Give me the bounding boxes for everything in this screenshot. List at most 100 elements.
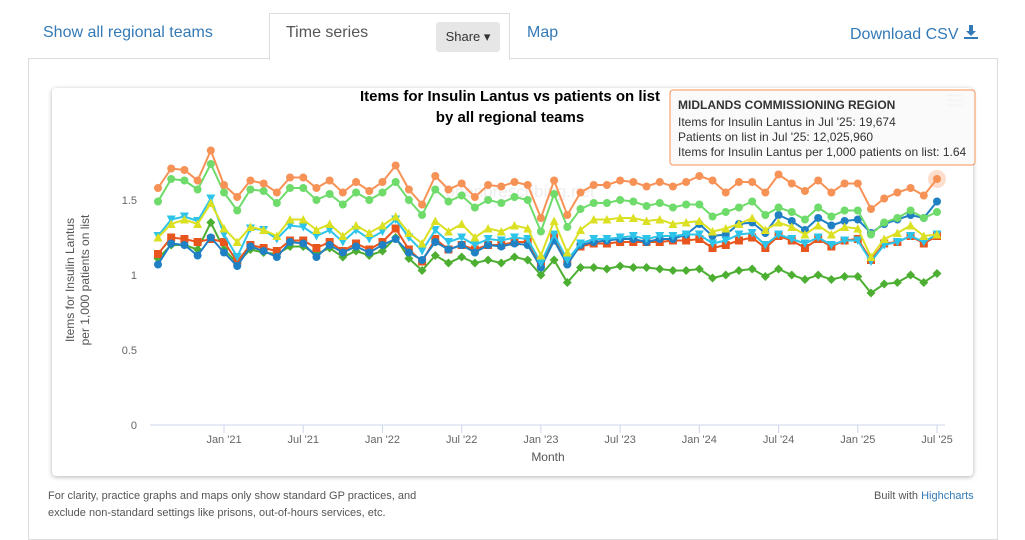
point (352, 178, 361, 186)
point (681, 218, 691, 227)
x-tick-label: Jan '25 (840, 434, 875, 446)
point (721, 270, 731, 280)
point (443, 227, 453, 236)
point (668, 232, 678, 241)
point (893, 188, 902, 197)
chart-title: Items for Insulin Lantus vs patients on … (360, 88, 660, 105)
point (417, 239, 427, 248)
point (668, 182, 677, 191)
tab[interactable]: Time series (286, 24, 369, 41)
point (813, 233, 823, 242)
point (470, 258, 480, 268)
point (774, 211, 783, 219)
point (166, 219, 176, 228)
point (536, 214, 545, 222)
point (787, 217, 796, 225)
point (734, 219, 744, 228)
point (180, 166, 189, 174)
point (602, 199, 611, 207)
series (154, 146, 941, 222)
y-tick-label: 1 (131, 270, 137, 282)
point (616, 176, 625, 185)
share-button[interactable]: Share ▾ (436, 22, 500, 52)
point (154, 184, 162, 192)
point (259, 225, 269, 234)
series (153, 194, 942, 268)
y-axis-label: Items for Insulin Lantus (63, 218, 77, 342)
point (180, 176, 189, 185)
point (708, 273, 718, 283)
point (523, 224, 533, 233)
point (365, 187, 374, 195)
point (364, 228, 374, 237)
download-label: Download CSV (850, 26, 959, 43)
point (562, 248, 572, 257)
point (866, 288, 876, 298)
point (906, 221, 916, 230)
point (404, 248, 413, 257)
point (418, 256, 427, 264)
credit: Built with Highcharts (874, 490, 974, 502)
point (193, 238, 202, 246)
point (906, 206, 915, 215)
point (206, 218, 216, 227)
point (377, 246, 387, 256)
point (840, 179, 849, 188)
tooltip: MIDLANDS COMMISSIONING REGION Items for I… (669, 89, 976, 166)
point (880, 218, 889, 227)
point (774, 264, 784, 274)
point (814, 214, 823, 222)
y-tick-label: 0 (131, 420, 137, 432)
point (509, 233, 519, 242)
point (391, 212, 401, 221)
download-link[interactable]: Download CSV (850, 24, 979, 44)
point (866, 252, 876, 261)
point (721, 236, 731, 245)
point (787, 235, 797, 244)
point (457, 252, 467, 262)
point (880, 194, 889, 203)
point (510, 178, 519, 186)
point (694, 216, 704, 225)
point (760, 272, 770, 281)
point (642, 202, 651, 210)
point (220, 188, 229, 197)
point (694, 230, 704, 239)
point (879, 234, 889, 243)
point (892, 278, 902, 287)
credit-link[interactable]: Highcharts (921, 490, 974, 502)
credit-text: Built with (874, 490, 919, 502)
point (681, 266, 691, 275)
point (734, 236, 743, 245)
point (668, 203, 677, 212)
point (325, 226, 335, 235)
point (338, 248, 347, 257)
point (589, 263, 599, 272)
tab[interactable]: Show all regional teams (43, 24, 213, 41)
point (193, 219, 203, 228)
point (232, 253, 242, 262)
point (179, 215, 189, 224)
point (760, 241, 770, 250)
point (431, 172, 440, 180)
point (510, 239, 519, 248)
point (232, 237, 242, 246)
point (510, 193, 519, 201)
footer-note: exclude non-standard settings like priso… (48, 507, 386, 519)
point (629, 178, 638, 186)
tab[interactable]: Map (527, 24, 559, 41)
point (892, 228, 902, 237)
point (814, 203, 823, 212)
point (906, 184, 915, 192)
point (298, 223, 308, 232)
point (721, 224, 731, 233)
point (430, 226, 440, 235)
point (628, 263, 638, 272)
point (563, 211, 572, 219)
point (550, 176, 559, 185)
point (351, 221, 361, 230)
point (840, 236, 850, 245)
point (602, 181, 611, 189)
point (826, 275, 836, 284)
point (602, 264, 612, 274)
